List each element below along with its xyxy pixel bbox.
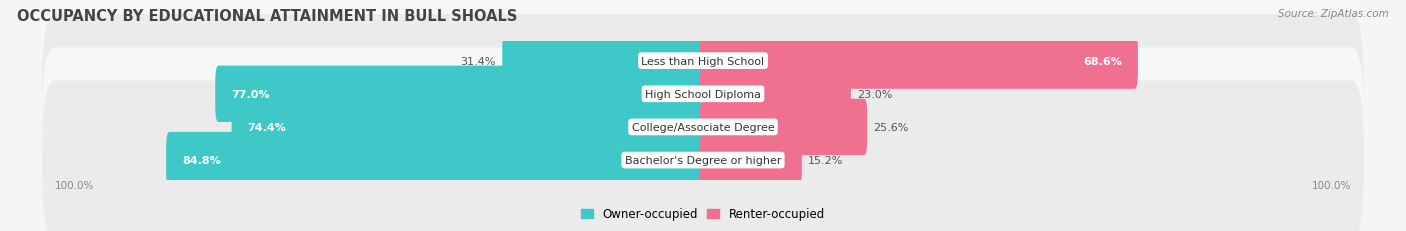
Text: 31.4%: 31.4%	[461, 56, 496, 66]
Text: 77.0%: 77.0%	[231, 89, 270, 99]
FancyBboxPatch shape	[502, 33, 706, 89]
FancyBboxPatch shape	[700, 66, 851, 122]
Legend: Owner-occupied, Renter-occupied: Owner-occupied, Renter-occupied	[579, 205, 827, 223]
FancyBboxPatch shape	[42, 48, 1364, 207]
Text: 15.2%: 15.2%	[808, 155, 844, 165]
Text: 100.0%: 100.0%	[1312, 180, 1351, 190]
FancyBboxPatch shape	[700, 33, 1137, 89]
Text: 84.8%: 84.8%	[181, 155, 221, 165]
FancyBboxPatch shape	[700, 99, 868, 155]
Text: College/Associate Degree: College/Associate Degree	[631, 122, 775, 132]
Text: 100.0%: 100.0%	[55, 180, 94, 190]
Text: OCCUPANCY BY EDUCATIONAL ATTAINMENT IN BULL SHOALS: OCCUPANCY BY EDUCATIONAL ATTAINMENT IN B…	[17, 9, 517, 24]
Text: 25.6%: 25.6%	[873, 122, 908, 132]
FancyBboxPatch shape	[166, 132, 706, 188]
Text: High School Diploma: High School Diploma	[645, 89, 761, 99]
FancyBboxPatch shape	[232, 99, 706, 155]
Text: Bachelor's Degree or higher: Bachelor's Degree or higher	[624, 155, 782, 165]
Text: 74.4%: 74.4%	[247, 122, 287, 132]
Text: 23.0%: 23.0%	[858, 89, 893, 99]
Text: Source: ZipAtlas.com: Source: ZipAtlas.com	[1278, 9, 1389, 19]
FancyBboxPatch shape	[700, 132, 801, 188]
FancyBboxPatch shape	[42, 0, 1364, 141]
FancyBboxPatch shape	[215, 66, 706, 122]
Text: 68.6%: 68.6%	[1083, 56, 1122, 66]
Text: Less than High School: Less than High School	[641, 56, 765, 66]
FancyBboxPatch shape	[42, 81, 1364, 231]
FancyBboxPatch shape	[42, 15, 1364, 173]
